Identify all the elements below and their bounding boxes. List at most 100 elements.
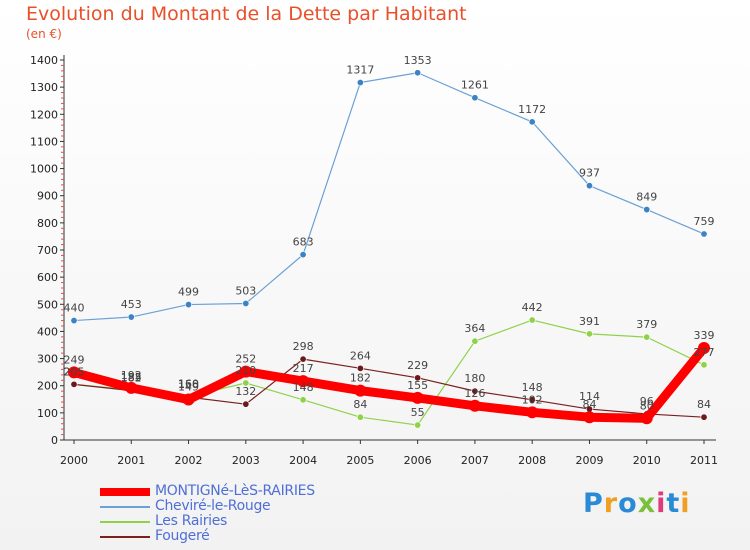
data-label-rairies: 55 (411, 406, 425, 419)
data-label-montigne: 182 (350, 372, 371, 385)
data-label-montigne: 192 (121, 369, 142, 382)
legend-item-rairies[interactable]: Les Rairies (100, 513, 400, 530)
data-point-chevire (585, 182, 593, 190)
y-tick-label: 1000 (30, 163, 58, 176)
data-point-montigne (640, 412, 653, 425)
data-label-rairies: 160 (178, 378, 199, 391)
data-point-rairies (242, 379, 250, 387)
data-label-fougere: 205 (64, 365, 85, 378)
data-label-montigne: 252 (235, 353, 256, 366)
legend-swatch-fougere (100, 536, 150, 538)
data-label-chevire: 440 (64, 302, 85, 315)
data-label-montigne: 80 (640, 399, 654, 412)
data-label-chevire: 503 (235, 284, 256, 297)
legend-item-montigne[interactable]: MONTIGNé-LèS-RAIRIES (100, 483, 400, 500)
x-tick-label: 2007 (461, 454, 489, 467)
data-label-fougere: 114 (579, 390, 600, 403)
y-tick-label: 200 (37, 380, 58, 393)
data-point-fougere (528, 396, 536, 404)
data-label-montigne: 149 (178, 381, 199, 394)
x-tick-label: 2008 (518, 454, 546, 467)
data-point-rairies (585, 330, 593, 338)
data-label-chevire: 1317 (346, 64, 374, 77)
data-label-chevire: 759 (694, 215, 715, 228)
data-point-rairies (528, 316, 536, 324)
data-point-chevire (643, 206, 651, 214)
data-label-chevire: 453 (121, 298, 142, 311)
legend-swatch-rairies (100, 521, 150, 523)
data-point-rairies (471, 337, 479, 345)
data-label-rairies: 277 (694, 346, 715, 359)
x-tick-label: 2006 (404, 454, 432, 467)
data-point-chevire (528, 118, 536, 126)
proxiti-logo: Proxiti (583, 488, 691, 519)
data-point-montigne (125, 381, 138, 394)
data-point-fougere (70, 380, 78, 388)
y-tick-label: 1300 (30, 81, 58, 94)
data-point-chevire (185, 301, 193, 309)
legend: MONTIGNé-LèS-RAIRIES Cheviré-le-Rouge Le… (100, 483, 400, 545)
legend-label-rairies: Les Rairies (155, 513, 228, 529)
data-label-fougere: 148 (522, 381, 543, 394)
chart-title: Evolution du Montant de la Dette par Hab… (26, 3, 467, 25)
y-tick-label: 1200 (30, 108, 58, 121)
x-tick-label: 2001 (117, 454, 145, 467)
data-point-montigne (698, 341, 710, 354)
legend-item-fougere[interactable]: Fougeré (100, 528, 400, 545)
data-label-rairies: 364 (464, 322, 485, 335)
data-point-fougere (299, 355, 307, 363)
data-label-fougere: 182 (121, 372, 142, 385)
data-label-chevire: 849 (636, 191, 657, 204)
data-point-fougere (414, 374, 422, 382)
data-label-montigne: 339 (694, 329, 715, 342)
data-point-montigne (411, 391, 424, 404)
x-tick-label: 2004 (289, 454, 317, 467)
data-label-rairies: 391 (579, 315, 600, 328)
y-tick-label: 100 (37, 407, 58, 420)
legend-label-chevire: Cheviré-le-Rouge (155, 498, 271, 514)
legend-label-fougere: Fougeré (155, 528, 210, 544)
data-point-montigne (526, 406, 539, 419)
data-label-montigne: 84 (582, 398, 596, 411)
y-tick-label: 1100 (30, 135, 58, 148)
data-point-rairies (414, 421, 422, 429)
data-point-chevire (127, 313, 135, 321)
series-line-montigne (69, 343, 709, 423)
data-point-montigne (583, 411, 596, 424)
data-label-rairies: 84 (353, 398, 367, 411)
x-tick-label: 2000 (60, 454, 88, 467)
y-tick-label: 900 (37, 190, 58, 203)
data-label-fougere: 264 (350, 349, 371, 362)
data-label-chevire: 937 (579, 167, 600, 180)
y-tick-label: 400 (37, 325, 58, 338)
data-label-fougere: 158 (178, 378, 199, 391)
legend-item-chevire[interactable]: Cheviré-le-Rouge (100, 498, 400, 515)
data-label-rairies: 205 (64, 365, 85, 378)
data-label-fougere: 180 (464, 372, 485, 385)
data-point-rairies (299, 396, 307, 404)
data-label-fougere: 84 (697, 398, 711, 411)
data-point-chevire (299, 251, 307, 259)
data-label-rairies: 442 (522, 301, 543, 314)
legend-swatch-montigne (100, 488, 150, 496)
data-label-montigne: 249 (64, 353, 85, 366)
plot-area: 0 100 200 300 400 500 600 700 800 900 1000 1100 1200… (30, 54, 718, 467)
chart-unit: (en €) (26, 27, 62, 41)
y-tick-label: 800 (37, 217, 58, 230)
data-label-rairies: 148 (293, 381, 314, 394)
y-tick-label: 1400 (30, 54, 58, 67)
data-label-rairies: 210 (235, 364, 256, 377)
data-label-montigne: 102 (522, 393, 543, 406)
data-point-rairies (700, 361, 708, 369)
data-label-fougere: 298 (293, 340, 314, 353)
data-label-montigne: 155 (407, 379, 428, 392)
data-label-chevire: 1261 (461, 79, 489, 92)
data-label-fougere: 229 (407, 359, 428, 372)
x-tick-label: 2009 (575, 454, 603, 467)
legend-swatch-chevire (100, 506, 150, 508)
y-tick-label: 600 (37, 271, 58, 284)
data-point-rairies (356, 413, 364, 421)
series-line-fougere (73, 358, 705, 418)
data-label-fougere: 96 (640, 395, 654, 408)
